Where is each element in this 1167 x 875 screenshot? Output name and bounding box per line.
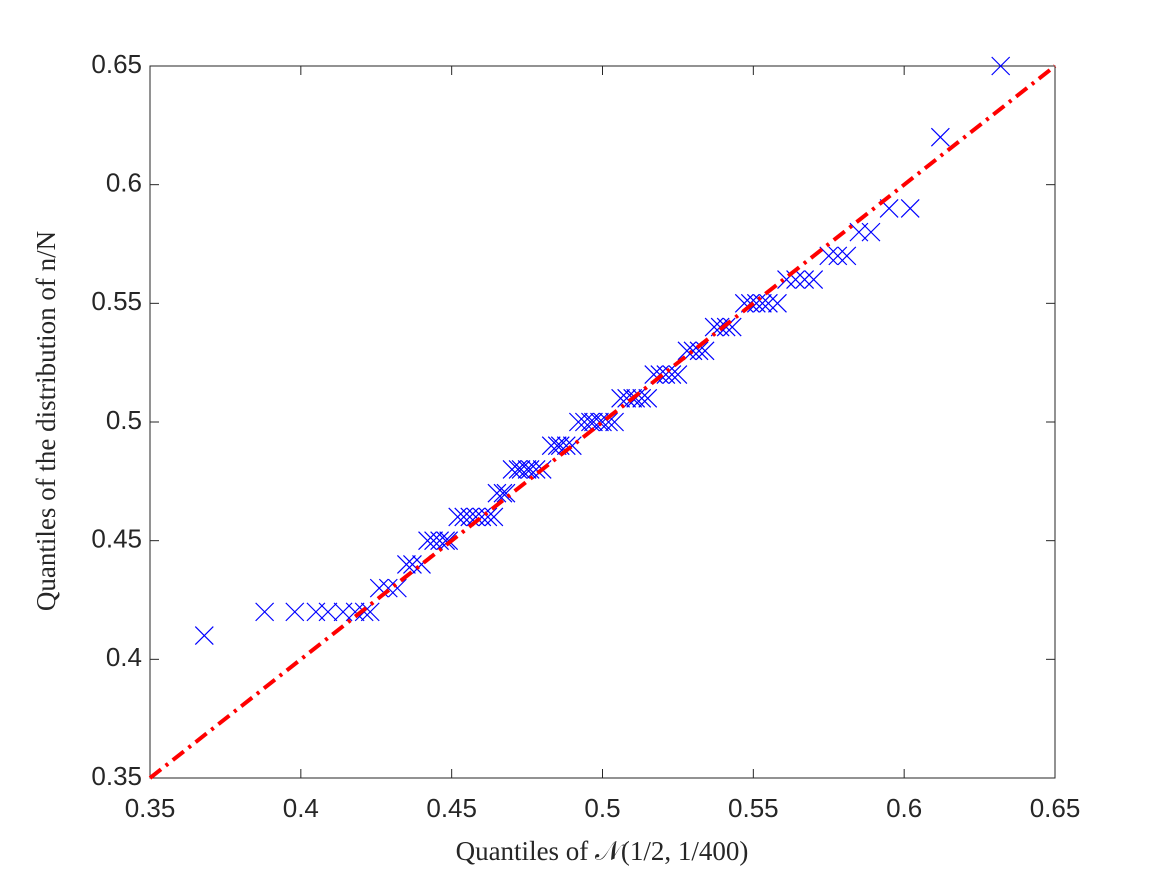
x-tick-label: 0.5 xyxy=(584,793,620,823)
data-point xyxy=(900,198,920,218)
data-point xyxy=(752,293,772,313)
data-point xyxy=(478,507,498,527)
data-point xyxy=(795,270,815,290)
data-point xyxy=(496,483,516,503)
x-tick-label: 0.65 xyxy=(1030,793,1081,823)
data-point xyxy=(991,56,1011,76)
data-point xyxy=(828,246,848,266)
data-point xyxy=(662,365,682,384)
data-point xyxy=(436,531,456,551)
y-tick-label: 0.35 xyxy=(91,761,142,791)
data-point xyxy=(758,293,778,313)
data-point xyxy=(541,436,561,456)
data-point xyxy=(526,460,546,479)
data-point xyxy=(599,412,618,432)
data-point xyxy=(502,460,522,479)
x-tick-label: 0.4 xyxy=(283,793,319,823)
data-point xyxy=(668,365,688,384)
data-point xyxy=(632,388,652,408)
y-tick-label: 0.6 xyxy=(106,168,142,198)
data-point xyxy=(255,602,275,622)
data-point xyxy=(396,554,416,574)
data-point xyxy=(804,270,824,290)
data-point xyxy=(387,578,407,598)
data-point xyxy=(768,293,787,313)
x-tick-label: 0.35 xyxy=(125,793,176,823)
y-tick-label: 0.65 xyxy=(91,49,142,79)
data-point xyxy=(638,388,658,408)
y-axis-label: Quantiles of the distribution of n/N xyxy=(31,231,61,611)
x-tick-label: 0.55 xyxy=(728,793,779,823)
data-point xyxy=(584,412,603,432)
y-tick-label: 0.55 xyxy=(91,286,142,316)
plot-frame xyxy=(149,65,1056,779)
y-tick-label: 0.45 xyxy=(91,524,142,554)
data-point xyxy=(318,602,338,622)
x-tick-label: 0.45 xyxy=(426,793,477,823)
data-point xyxy=(837,246,857,266)
data-point xyxy=(617,388,637,408)
data-point xyxy=(689,341,709,361)
x-tick-label: 0.6 xyxy=(886,793,922,823)
data-point xyxy=(484,507,504,527)
data-point xyxy=(360,602,380,622)
data-point xyxy=(722,317,742,337)
data-point xyxy=(930,127,950,147)
data-point xyxy=(345,602,365,622)
data-point xyxy=(556,436,576,456)
data-point xyxy=(511,460,531,479)
data-point xyxy=(487,483,507,503)
data-point xyxy=(493,483,513,503)
y-tick-label: 0.4 xyxy=(106,642,142,672)
data-point xyxy=(517,460,537,479)
data-point xyxy=(574,412,594,432)
y-tick-label: 0.5 xyxy=(106,405,142,435)
reference-line xyxy=(148,64,1057,780)
data-point xyxy=(285,602,305,622)
x-axis-label: Quantiles of 𝒩(1/2, 1/400) xyxy=(456,836,749,866)
data-point xyxy=(194,626,214,646)
data-point xyxy=(819,246,839,266)
data-point xyxy=(403,554,422,574)
data-point xyxy=(861,222,881,242)
data-point xyxy=(430,531,450,551)
